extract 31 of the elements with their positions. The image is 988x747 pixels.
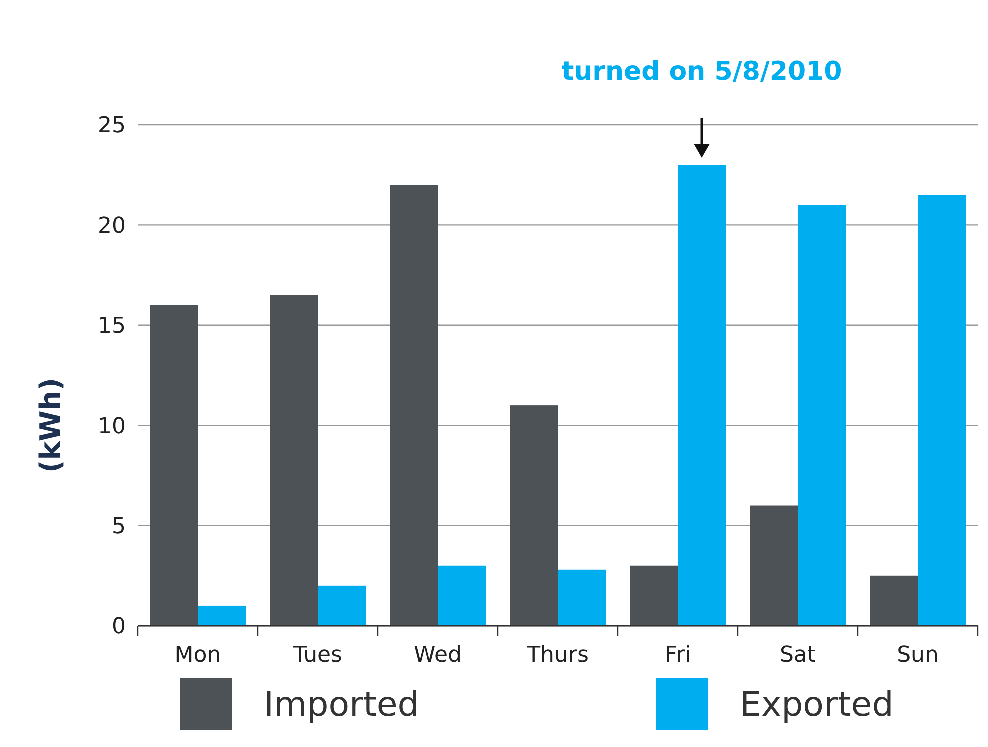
bar	[510, 406, 558, 626]
text: turned on 5/8/2010	[562, 57, 842, 87]
y-axis-title: (kWh)	[34, 378, 67, 474]
y-tick-label: 25	[98, 114, 126, 139]
bar	[150, 305, 198, 626]
bar	[918, 195, 966, 626]
legend-label: Exported	[740, 684, 894, 725]
x-tick-label: Wed	[414, 643, 462, 668]
bar	[198, 606, 246, 626]
legend-label: Imported	[264, 684, 420, 725]
bar	[678, 165, 726, 626]
x-tick-label: Mon	[174, 643, 222, 668]
bar	[558, 570, 606, 626]
bar	[870, 576, 918, 626]
x-tick-label: Tues	[292, 643, 343, 668]
bar	[390, 185, 438, 626]
bar	[750, 506, 798, 626]
bar	[318, 586, 366, 626]
bar	[630, 566, 678, 626]
x-tick-label: Fri	[664, 643, 692, 668]
bar	[270, 295, 318, 626]
x-tick-label: Sun	[897, 643, 939, 668]
y-tick-label: 10	[98, 414, 126, 440]
x-tick-label: Thurs	[526, 643, 589, 668]
y-tick-label: 15	[98, 314, 126, 340]
bar	[438, 566, 486, 626]
x-tick-label: Sat	[780, 643, 816, 668]
y-tick-label: 0	[112, 614, 126, 640]
y-tick-label: 5	[112, 514, 126, 540]
bar	[798, 205, 846, 626]
y-tick-label: 20	[98, 214, 126, 239]
